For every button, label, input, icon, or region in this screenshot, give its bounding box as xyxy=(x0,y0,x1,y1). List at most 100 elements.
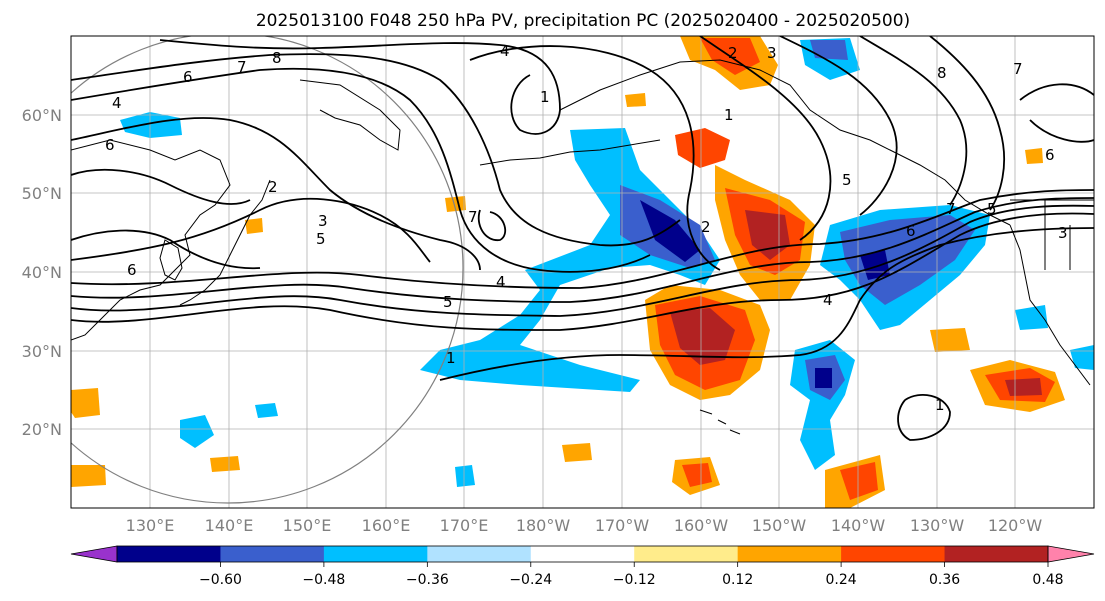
pv-contour-line xyxy=(469,45,721,271)
contour-label: 8 xyxy=(937,64,947,82)
asia-coastline xyxy=(71,139,231,341)
positive-anomaly-region xyxy=(562,443,592,462)
positive-anomaly-region xyxy=(210,456,240,472)
korea-coastline xyxy=(159,239,183,281)
positive-anomaly-region xyxy=(71,388,100,418)
lat-label: 30°N xyxy=(22,342,62,361)
us-state-borders xyxy=(1010,199,1094,270)
pv-contour-line xyxy=(71,204,1094,317)
pv-contour-line xyxy=(439,227,1094,381)
north-america-coastline xyxy=(1009,224,1091,386)
positive-anomaly-region xyxy=(930,328,970,352)
pv-contours xyxy=(71,36,1094,441)
contour-label: 1 xyxy=(724,106,734,124)
lon-label: 140°W xyxy=(831,516,886,535)
lon-label: 180°W xyxy=(516,516,571,535)
contour-label: 2 xyxy=(701,218,711,236)
contour-label: 3 xyxy=(767,44,777,62)
pv-contour-line xyxy=(71,168,251,205)
map-area: 8 7 6 4 6 2 3 5 6 5 4 1 2 3 1 5 7 4 2 1 … xyxy=(71,36,1094,508)
colorbar-extend-min xyxy=(70,545,118,563)
pv-contour-line xyxy=(699,36,832,241)
contour-label: 7 xyxy=(1013,60,1023,78)
lon-label: 140°E xyxy=(205,516,254,535)
lat-label: 50°N xyxy=(22,184,62,203)
pv-contour-line xyxy=(71,197,431,263)
contour-label: 7 xyxy=(468,208,478,226)
pv-contour-line xyxy=(71,67,651,273)
negative-anomaly-region xyxy=(420,128,720,392)
contour-label: 4 xyxy=(823,291,833,309)
pv-contour-line xyxy=(71,53,681,247)
negative-anomaly-region xyxy=(640,200,700,262)
colorbar-bin xyxy=(117,546,221,562)
colorbar-bin xyxy=(323,546,428,562)
lon-label: 150°E xyxy=(283,516,332,535)
negative-anomaly-region xyxy=(455,465,475,487)
contour-label: 3 xyxy=(1058,224,1068,242)
colorbar-tick-label: 0.12 xyxy=(722,572,753,588)
colorbar-extend-max xyxy=(1047,545,1095,563)
contour-label: 6 xyxy=(906,222,916,240)
negative-anomaly-region xyxy=(180,415,214,448)
lon-label: 170°E xyxy=(440,516,489,535)
pv-contour-line xyxy=(859,36,968,206)
pv-contour-line xyxy=(71,212,1094,331)
contour-label: 4 xyxy=(500,42,510,60)
colorbar-tick-label: 0.48 xyxy=(1032,572,1063,588)
colorbar-frame xyxy=(116,545,1049,563)
contour-label: 2 xyxy=(728,44,738,62)
contour-label: 6 xyxy=(105,136,115,154)
positive-anomaly-region xyxy=(71,465,106,487)
positive-anomaly-region xyxy=(682,463,712,487)
negative-anomaly-region xyxy=(1015,305,1048,330)
contour-labels: 8 7 6 4 6 2 3 5 6 5 4 1 2 3 1 5 7 4 2 1 … xyxy=(105,42,1068,414)
positive-anomaly-region xyxy=(840,462,878,500)
positive-anomaly-region xyxy=(1025,148,1043,164)
colorbar-tick-label: 0.24 xyxy=(826,572,857,588)
positive-anomaly-region xyxy=(445,196,466,212)
pv-contour-line xyxy=(477,209,507,241)
pv-contour-line xyxy=(71,229,261,270)
negative-anomaly-region xyxy=(810,40,848,60)
contour-label: 8 xyxy=(272,49,282,67)
alaska-coastline xyxy=(559,59,1011,226)
contour-label: 6 xyxy=(127,261,137,279)
pv-contour-line xyxy=(159,39,561,135)
colorbar-bin xyxy=(427,546,532,562)
colorbar-bin xyxy=(220,546,325,562)
colorbar-bin xyxy=(530,546,635,562)
positive-anomaly-region xyxy=(245,218,263,234)
lon-label: 170°W xyxy=(595,516,650,535)
pv-contour-line xyxy=(71,117,481,271)
lon-label: 130°E xyxy=(126,516,175,535)
lat-label: 60°N xyxy=(22,106,62,125)
colorbar-tick-label: −0.24 xyxy=(509,572,552,588)
contour-label: 3 xyxy=(318,212,328,230)
positive-anomaly-region xyxy=(625,93,646,107)
colorbar-tick-label: −0.12 xyxy=(613,572,656,588)
contour-label: 7 xyxy=(237,58,247,76)
kamchatka-coastline xyxy=(299,79,401,151)
positive-anomaly-region xyxy=(1005,378,1042,396)
colorbar-bin xyxy=(944,546,1049,562)
negative-anomaly-region xyxy=(120,112,182,138)
pv-contour-line xyxy=(71,189,1094,289)
polar-range-circle xyxy=(71,36,464,504)
pv-contour-line xyxy=(71,197,1094,303)
positive-anomaly-region xyxy=(675,128,730,168)
lon-label: 160°W xyxy=(674,516,729,535)
contour-label: 5 xyxy=(987,200,997,218)
pv-contour-line xyxy=(897,394,951,441)
contour-label: 1 xyxy=(540,88,550,106)
contour-label: 1 xyxy=(935,396,945,414)
map-frame xyxy=(70,35,1095,509)
hawaii-islands xyxy=(699,409,741,435)
contour-label: 6 xyxy=(183,68,193,86)
contour-label: 5 xyxy=(443,293,453,311)
pv-contour-line xyxy=(779,36,898,216)
lon-label: 120°W xyxy=(988,516,1043,535)
colorbar-tick-label: 0.36 xyxy=(929,572,960,588)
contour-label: 1 xyxy=(446,349,456,367)
